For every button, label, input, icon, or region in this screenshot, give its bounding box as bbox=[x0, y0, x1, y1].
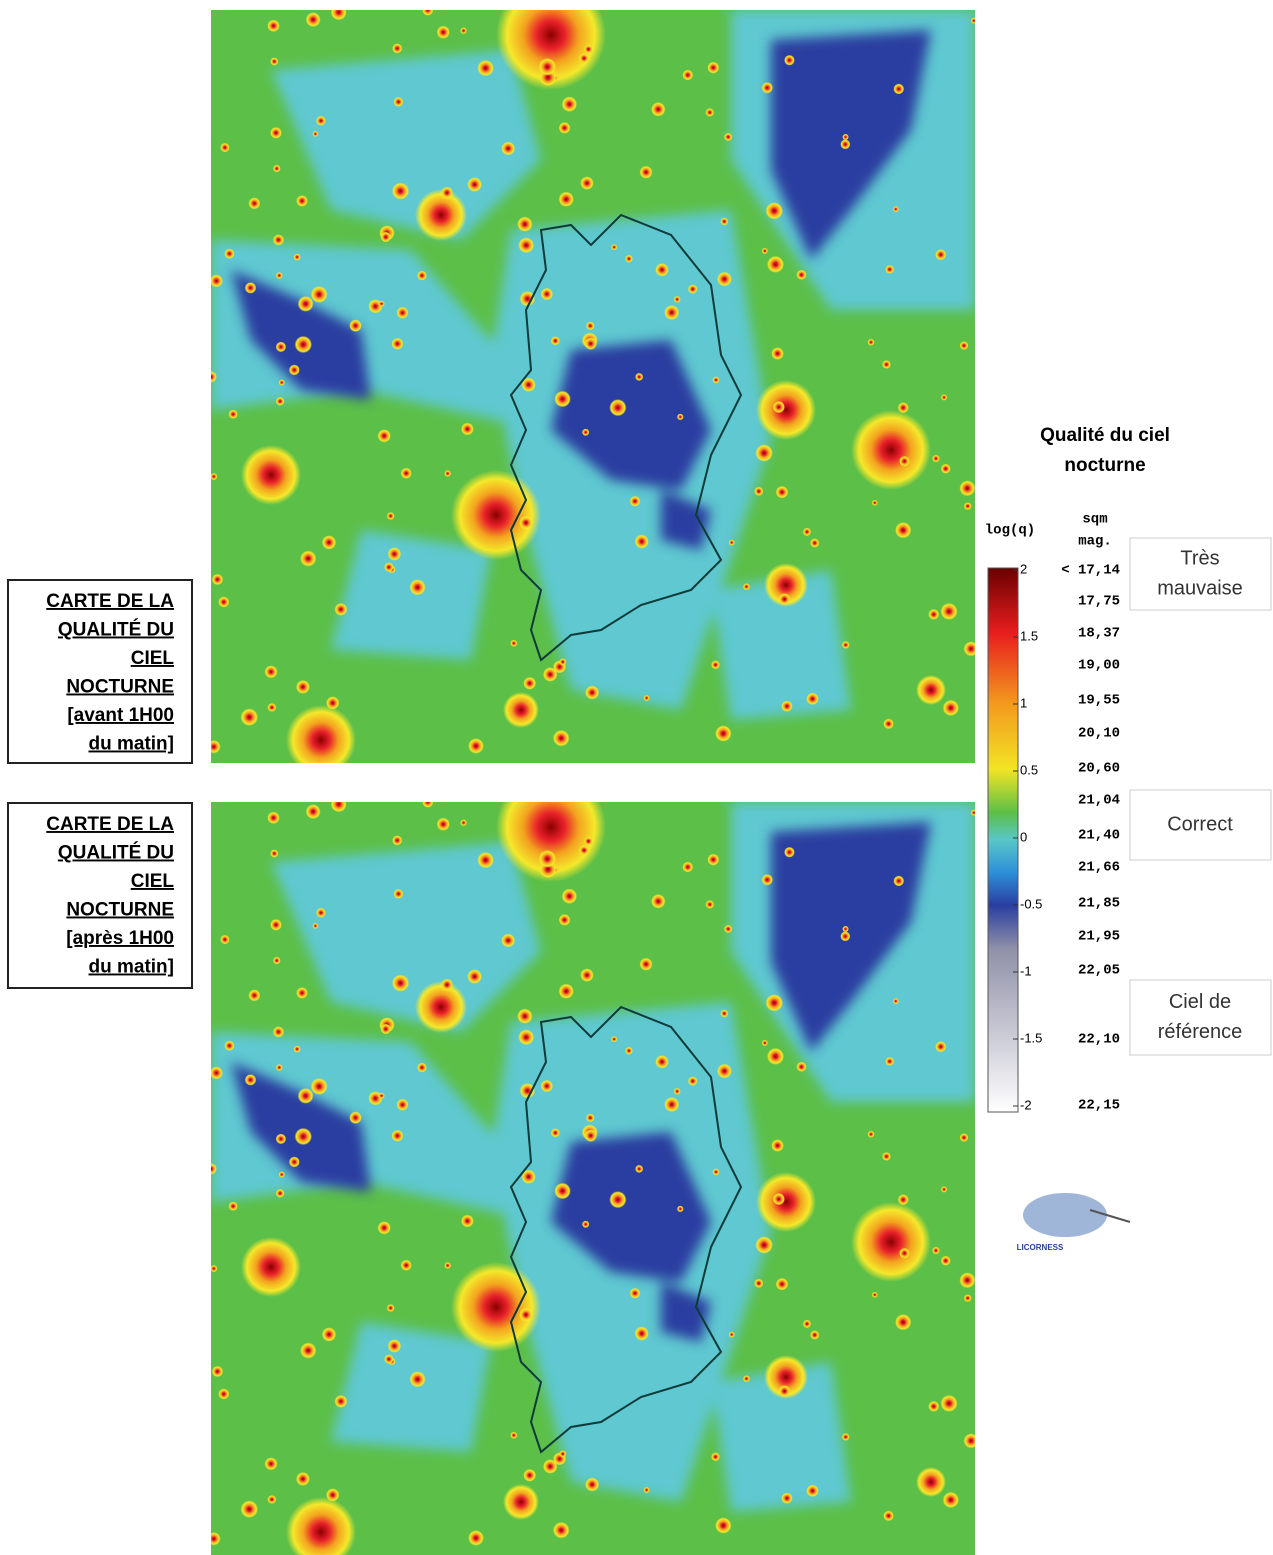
category-label: Correct bbox=[1167, 813, 1233, 835]
log-tick-label: -1.5 bbox=[1020, 1030, 1042, 1045]
sqm-label: 17,75 bbox=[1078, 594, 1120, 610]
category-label: Ciel de bbox=[1169, 991, 1231, 1013]
colorbar bbox=[988, 568, 1018, 1112]
map-after bbox=[205, 772, 978, 1555]
panel-label: CIEL bbox=[131, 871, 175, 892]
panel-label: [avant 1H00 bbox=[67, 705, 174, 726]
log-tick-label: -0.5 bbox=[1020, 896, 1042, 911]
panel-label: CARTE DE LA bbox=[46, 591, 174, 612]
sqm-label: 19,55 bbox=[1078, 693, 1120, 709]
category-label: Très bbox=[1180, 547, 1219, 569]
panel-label: du matin] bbox=[89, 957, 175, 978]
sqm-label: 21,85 bbox=[1078, 896, 1120, 912]
panel-label: QUALITÉ DU bbox=[58, 619, 174, 641]
map-before bbox=[205, 0, 978, 775]
sqm-label: < 17,14 bbox=[1061, 563, 1120, 579]
sqm-label: 22,15 bbox=[1078, 1098, 1120, 1114]
panel-label: [après 1H00 bbox=[66, 928, 174, 949]
panel-label: CIEL bbox=[131, 648, 175, 669]
sqm-label: 21,04 bbox=[1078, 793, 1120, 809]
sqm-label: 22,10 bbox=[1078, 1032, 1120, 1048]
sqm-label: 20,60 bbox=[1078, 761, 1120, 777]
panel-label: NOCTURNE bbox=[66, 900, 174, 921]
logo-text: LICORNESS bbox=[1017, 1243, 1064, 1252]
log-tick-label: 0.5 bbox=[1020, 762, 1038, 777]
logo-icon bbox=[1023, 1193, 1130, 1237]
sqm-header: sqm bbox=[1082, 512, 1107, 528]
log-tick-label: 0 bbox=[1020, 829, 1027, 844]
sqm-label: 22,05 bbox=[1078, 963, 1120, 979]
log-tick-label: 2 bbox=[1020, 561, 1027, 576]
panel-label: QUALITÉ DU bbox=[58, 842, 174, 864]
log-header: log(q) bbox=[985, 523, 1035, 539]
legend-title: Qualité du ciel bbox=[1040, 425, 1170, 446]
page: LICORNESS CARTE DE LA QUALITÉ DU CIEL NOCTU… bbox=[0, 0, 1273, 1555]
log-tick-label: -1 bbox=[1020, 963, 1032, 978]
category-label: référence bbox=[1158, 1021, 1243, 1043]
sqm-label: 21,66 bbox=[1078, 860, 1120, 876]
panel-label: NOCTURNE bbox=[66, 677, 174, 698]
sqm-label: 19,00 bbox=[1078, 658, 1120, 674]
log-tick-label: -2 bbox=[1020, 1097, 1032, 1112]
sqm-header: mag. bbox=[1078, 534, 1112, 550]
sqm-label: 18,37 bbox=[1078, 626, 1120, 642]
log-tick-label: 1.5 bbox=[1020, 628, 1038, 643]
log-tick-label: 1 bbox=[1020, 695, 1027, 710]
panel-label: CARTE DE LA bbox=[46, 814, 174, 835]
panel-label: du matin] bbox=[89, 734, 175, 755]
sqm-label: 21,40 bbox=[1078, 828, 1120, 844]
legend-title: nocturne bbox=[1064, 455, 1145, 476]
sqm-label: 21,95 bbox=[1078, 929, 1120, 945]
category-label: mauvaise bbox=[1157, 577, 1243, 599]
sqm-label: 20,10 bbox=[1078, 726, 1120, 742]
